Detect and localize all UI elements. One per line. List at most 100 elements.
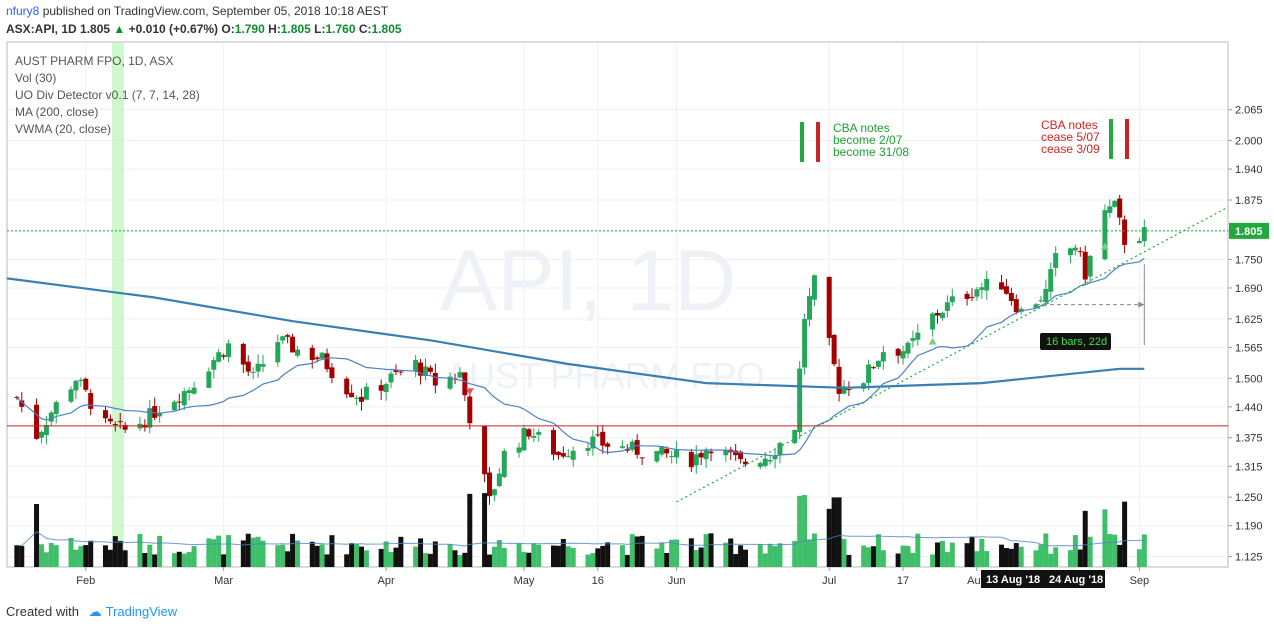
candle-body <box>294 349 300 356</box>
candle-body <box>48 412 54 422</box>
tradingview-brand[interactable]: TradingView <box>105 604 178 619</box>
volume-bar <box>875 534 881 567</box>
candle-body <box>427 367 433 372</box>
candle-body <box>550 430 556 455</box>
volume-bar <box>846 554 852 567</box>
candle-body <box>777 442 783 455</box>
volume-bar <box>171 553 177 567</box>
volume-bar <box>349 543 355 567</box>
candle-body <box>354 397 360 399</box>
candle-body <box>698 452 704 458</box>
y-axis[interactable]: 2.0652.0001.9401.8751.8101.7501.6901.625… <box>1228 105 1269 564</box>
volume-bar <box>605 542 611 567</box>
candle-body <box>802 318 808 368</box>
volume-bar <box>555 545 561 567</box>
volume-bar <box>418 538 424 567</box>
volume-bar <box>142 553 148 567</box>
candle-body <box>1003 286 1009 294</box>
annotation-line: become 31/08 <box>833 145 909 159</box>
candle-body <box>536 432 542 435</box>
volume-bar <box>895 553 901 567</box>
candle-body <box>157 412 163 417</box>
candle-body <box>393 370 399 372</box>
volume-bar <box>68 537 74 567</box>
bars-count-label: 16 bars, 22d <box>1046 336 1107 348</box>
x-axis[interactable]: Feb Mar Apr May 16 Jun Jul 17 Aug Sep <box>76 567 1149 587</box>
x-tick-label: Jul <box>822 575 836 587</box>
volume-bar <box>137 533 143 567</box>
candle-body <box>944 302 950 311</box>
candle-body <box>590 436 596 449</box>
flag-red-bar <box>1125 119 1129 159</box>
volume-bar <box>344 554 350 567</box>
y-tick-label: 1.500 <box>1235 373 1263 385</box>
volume-bar <box>595 548 601 567</box>
annotation-line: CBA notes <box>1041 118 1098 132</box>
volume-bar <box>1013 543 1019 567</box>
tradingview-logo-icon[interactable]: ☁ <box>88 604 102 619</box>
candle-body <box>309 347 315 360</box>
volume-bar <box>1043 533 1049 567</box>
candle-body <box>811 275 817 300</box>
candle-body <box>600 431 606 446</box>
volume-bar <box>211 539 217 567</box>
annotation-line: cease 5/07 <box>1041 130 1100 144</box>
volume-bar <box>733 554 739 567</box>
price-change: +0.010 (+0.67%) <box>128 22 219 36</box>
candle-body <box>880 352 886 362</box>
volume-bar <box>398 536 404 567</box>
volume-bar <box>905 545 911 567</box>
candle-body <box>53 402 59 415</box>
candle-body <box>905 342 911 354</box>
candle-body <box>107 418 113 422</box>
volume-bar <box>826 508 832 567</box>
candle-body <box>1112 200 1118 207</box>
volume-bar <box>1003 548 1009 567</box>
volume-bar <box>979 538 985 567</box>
ma200-line <box>6 277 1145 389</box>
candle-body <box>624 449 630 451</box>
volume-bar <box>314 545 320 567</box>
candle-body <box>866 364 872 383</box>
candle-body <box>846 388 852 390</box>
candle-body <box>693 454 699 466</box>
flag-red-bar <box>816 122 820 162</box>
candle-body <box>619 446 625 448</box>
volume-bar <box>447 544 453 567</box>
arrow-right-icon <box>1138 301 1145 308</box>
volume-bar <box>659 542 665 567</box>
candle-body <box>324 353 330 370</box>
high-value: 1.805 <box>280 22 311 36</box>
candle-body <box>1013 299 1019 313</box>
candle-body <box>792 430 798 444</box>
trend-line[interactable] <box>676 206 1229 503</box>
candle-body <box>245 361 251 372</box>
volume-bar <box>1117 544 1123 567</box>
candle-body <box>900 351 906 359</box>
candle-body <box>363 386 369 400</box>
volume-bar <box>880 550 886 567</box>
publish-text: published on TradingView.com, September … <box>42 4 389 18</box>
volume-bar <box>728 538 734 567</box>
candle-body <box>1102 210 1108 260</box>
candle-body <box>595 434 601 436</box>
candle-body <box>910 338 916 341</box>
plot-area[interactable] <box>6 41 1229 568</box>
volume-bar <box>565 546 571 567</box>
volume-bar <box>939 540 945 567</box>
volume-bar <box>1087 536 1093 567</box>
volume-bar <box>112 536 118 567</box>
volume-bar <box>1053 547 1059 567</box>
created-with-label: Created with <box>6 604 79 619</box>
candle-body <box>826 276 832 338</box>
candle-body <box>43 424 49 436</box>
volume-bar <box>34 504 40 567</box>
volume-bar <box>757 544 763 567</box>
watermark-symbol: API, 1D <box>440 233 736 329</box>
candle-body <box>467 396 473 424</box>
volume-bar <box>910 552 916 567</box>
author-link[interactable]: nfury8 <box>6 4 40 18</box>
